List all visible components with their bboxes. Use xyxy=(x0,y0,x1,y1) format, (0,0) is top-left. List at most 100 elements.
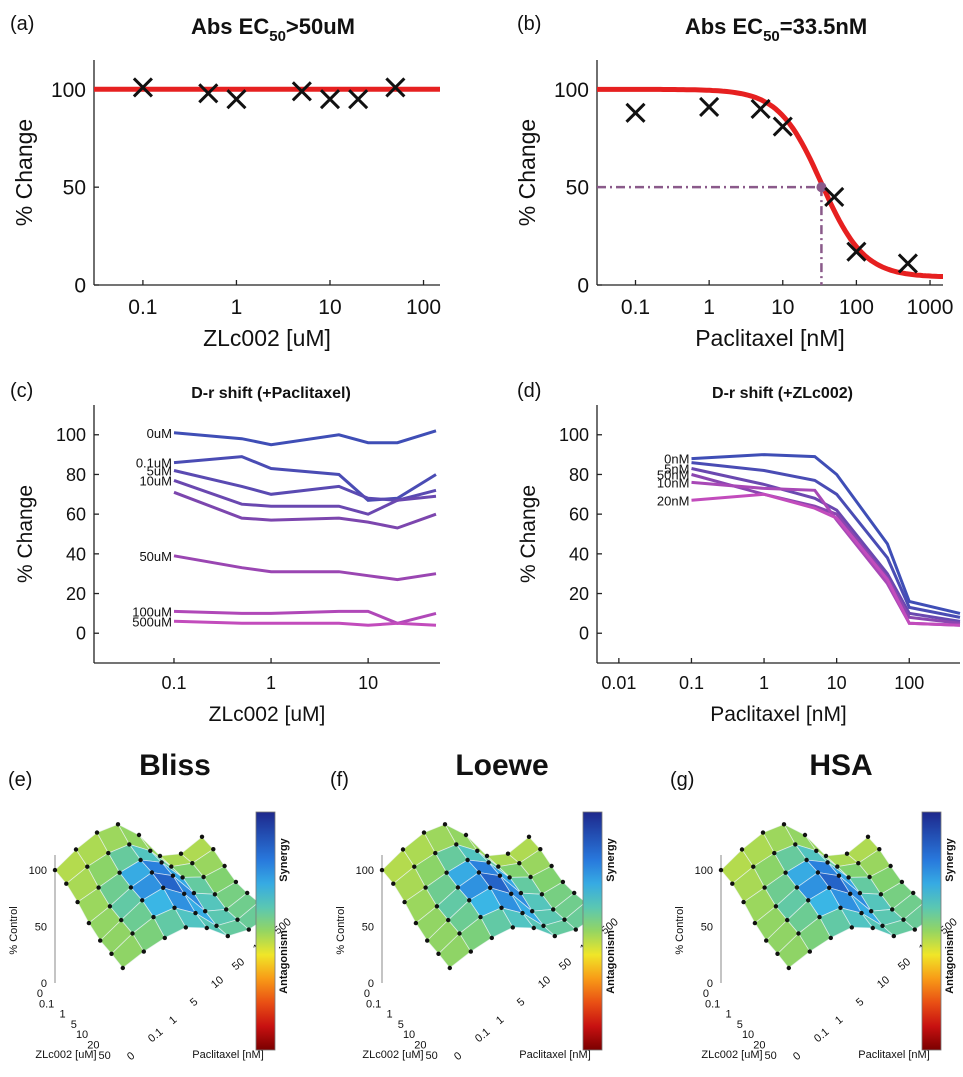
y-tick-label: 0 xyxy=(74,275,86,298)
surface-data-point xyxy=(141,949,146,954)
surface-data-point xyxy=(212,892,218,897)
surface-data-point xyxy=(457,931,462,936)
z-axis-label: % Control xyxy=(335,906,347,954)
x-tick-label: 1 xyxy=(725,1009,731,1021)
surface-data-point xyxy=(785,917,790,923)
chart-title: D-r shift (+Paclitaxel) xyxy=(191,385,351,402)
surface-data-point xyxy=(517,861,522,866)
data-point-marker xyxy=(291,81,312,102)
surface-data-point xyxy=(245,890,250,896)
surface-data-point xyxy=(180,875,185,880)
x-tick-label: 20 xyxy=(414,1040,426,1052)
surface-data-point xyxy=(496,864,501,869)
y-tick-label: 60 xyxy=(66,505,86,525)
z-tick-label: 50 xyxy=(701,922,713,934)
y-tick-label: 50 xyxy=(896,956,913,973)
series-line xyxy=(691,467,961,623)
y-tick-label: 80 xyxy=(569,465,589,485)
surface-data-point xyxy=(549,863,554,869)
surface-data-point xyxy=(718,867,724,873)
surface-data-point xyxy=(828,935,833,941)
surface-data-point xyxy=(846,875,851,880)
surface-data-point xyxy=(739,847,745,852)
surface-data-point xyxy=(856,861,861,866)
x-tick-label: 0.1 xyxy=(128,296,157,319)
y-tick-label: 20 xyxy=(66,584,86,604)
surface-data-point xyxy=(807,949,812,954)
surface-data-point xyxy=(204,925,209,931)
surface-data-point xyxy=(225,933,230,939)
data-point-stroke xyxy=(348,89,369,110)
surface-data-point xyxy=(888,863,893,869)
x-axis-label: Paclitaxel [nM] xyxy=(695,325,845,351)
x-tick-label: 100 xyxy=(839,296,874,319)
data-point-stroke xyxy=(897,253,918,274)
data-point-marker xyxy=(198,83,219,104)
panel-label-e: (e) xyxy=(8,769,32,791)
series-line xyxy=(691,461,961,619)
data-point-stroke xyxy=(699,96,720,118)
x-tick-label: 10 xyxy=(827,673,847,693)
y-tick-label: 50 xyxy=(230,956,247,973)
surface-data-point xyxy=(52,867,58,873)
series-label: 20nM xyxy=(657,493,690,508)
z-tick-label: 50 xyxy=(35,922,47,934)
y-tick-label: 50 xyxy=(557,956,574,973)
surface-data-point xyxy=(838,905,843,910)
surface-data-point xyxy=(161,885,166,890)
chart-title: D-r shift (+ZLc002) xyxy=(712,385,853,402)
surface-data-point xyxy=(412,864,417,869)
z-axis-label: % Control xyxy=(8,906,20,954)
data-point-stroke xyxy=(750,98,771,119)
x-tick-label: 0.1 xyxy=(366,998,381,1010)
x-tick-label: 100 xyxy=(406,296,441,319)
panel-label-f: (f) xyxy=(330,769,349,791)
surface-data-point xyxy=(379,867,385,873)
panel-label-b: (b) xyxy=(517,13,541,35)
surface-data-point xyxy=(825,860,830,865)
series-label: 5uM xyxy=(147,463,172,478)
x-tick-label: 0.1 xyxy=(161,673,186,693)
title-rest: =33.5nM xyxy=(780,14,867,39)
data-point-stroke xyxy=(132,77,153,98)
surface-data-point xyxy=(151,914,156,920)
series-label: 50uM xyxy=(139,549,172,564)
surface-data-point xyxy=(162,935,167,941)
surface-data-point xyxy=(190,861,195,866)
surface-data-point xyxy=(531,925,536,931)
x-tick-label: 10 xyxy=(76,1029,88,1041)
surface-data-point xyxy=(781,822,787,827)
surface-data-point xyxy=(199,834,205,839)
data-point-marker xyxy=(348,89,369,110)
surface-data-point xyxy=(794,885,800,890)
chart-title: Abs EC50=33.5nM xyxy=(685,14,867,45)
y-axis-label: Paclitaxel [nM] xyxy=(192,1049,264,1061)
y-tick-label: 100 xyxy=(559,425,589,445)
y-tick-label: 50 xyxy=(566,177,589,200)
y-tick-label: 0 xyxy=(452,1050,464,1063)
surface-data-point xyxy=(562,917,567,922)
y-tick-label: 5 xyxy=(188,996,200,1009)
surface-data-point xyxy=(169,864,174,869)
y-tick-label: 50 xyxy=(63,177,86,200)
surface-data-point xyxy=(870,925,875,931)
surface-data-point xyxy=(183,925,188,930)
surface-data-point xyxy=(73,847,79,852)
x-tick-label: 0.1 xyxy=(39,998,54,1010)
series-line xyxy=(173,455,437,502)
surface-data-point xyxy=(233,879,239,885)
surface-data-point xyxy=(455,885,461,890)
surface-data-point xyxy=(751,864,756,869)
surface-data-point xyxy=(764,938,769,943)
x-tick-label: 0 xyxy=(703,988,709,1000)
surface-data-point xyxy=(478,914,483,920)
y-tick-label: 0 xyxy=(791,1050,803,1063)
z-tick-label: 100 xyxy=(695,865,713,877)
y-tick-label: 60 xyxy=(569,505,589,525)
colorbar-label-antagonism: Antagonism xyxy=(605,930,617,994)
surface-data-point xyxy=(235,917,240,922)
surface-data-point xyxy=(783,870,788,875)
surface-data-point xyxy=(423,885,428,890)
surface-data-point xyxy=(222,863,227,869)
surface-data-point xyxy=(762,885,767,890)
